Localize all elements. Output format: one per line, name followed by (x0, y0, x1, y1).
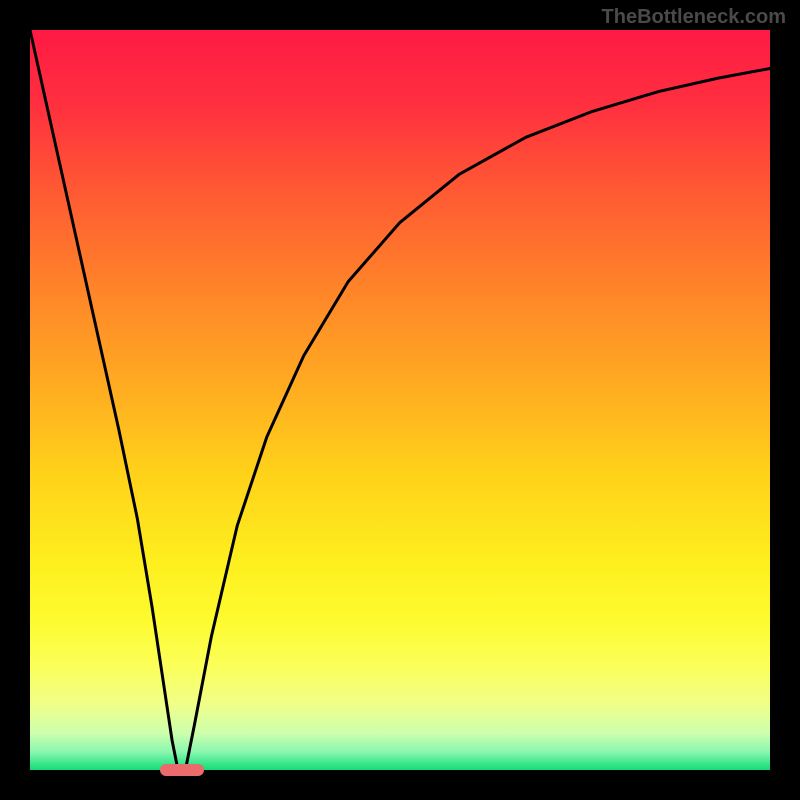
plot-area (30, 30, 770, 770)
bottleneck-marker (160, 764, 204, 776)
curve-layer (30, 30, 770, 770)
bottleneck-curve (30, 30, 770, 770)
chart-container: TheBottleneck.com (0, 0, 800, 800)
watermark-text: TheBottleneck.com (602, 6, 786, 29)
